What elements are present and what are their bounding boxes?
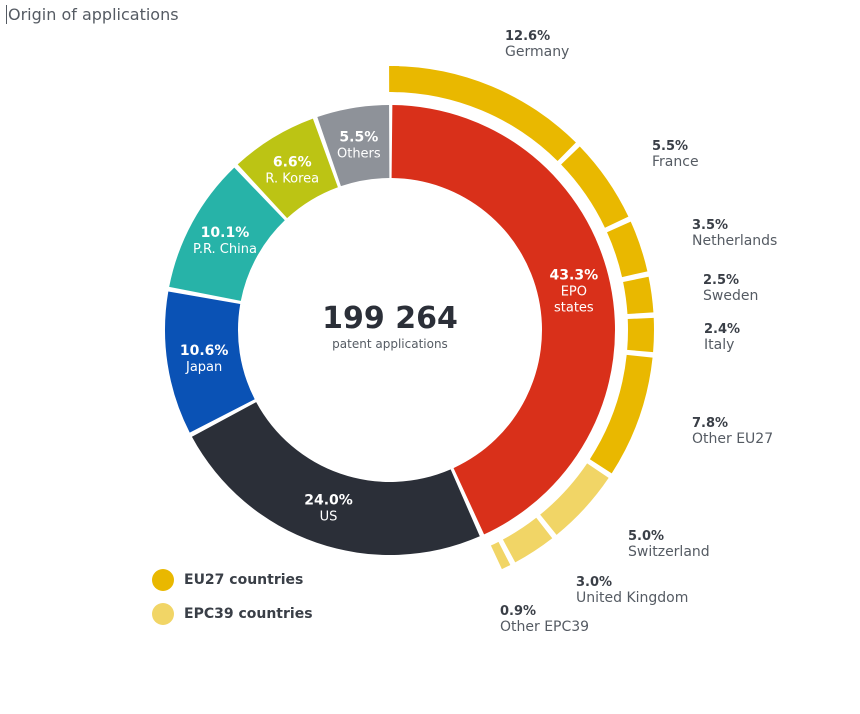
outer-name-label-france: France: [652, 154, 699, 170]
outer-slice-germany: [392, 66, 576, 162]
slice-us: [191, 402, 480, 555]
slice-others: [317, 105, 390, 187]
outer-slice-other-epc39: [490, 541, 511, 570]
slice-pct-label-p-r-china: 10.1%: [201, 225, 250, 241]
slice-pct-label-others: 5.5%: [339, 130, 378, 146]
outer-pct-label-sweden: 2.5%: [703, 273, 739, 288]
slice-name-label-others: Others: [337, 147, 381, 162]
outer-pct-label-switzerland: 5.0%: [628, 529, 664, 544]
outer-slice-netherlands: [607, 221, 648, 278]
outer-name-label-germany: Germany: [505, 44, 569, 60]
slice-epo-states: [391, 105, 616, 535]
outer-pct-label-united-kingdom: 3.0%: [576, 575, 612, 590]
outer-slice-switzerland: [540, 463, 609, 535]
legend-swatch-epc39: [152, 603, 174, 625]
outer-name-label-other-epc39: Other EPC39: [500, 619, 589, 635]
outer-name-label-switzerland: Switzerland: [628, 544, 710, 560]
outer-pct-label-other-eu27: 7.8%: [692, 416, 728, 431]
legend-swatch-eu27: [152, 569, 174, 591]
outer-name-label-other-eu27: Other EU27: [692, 431, 773, 447]
outer-pct-label-germany: 12.6%: [505, 29, 550, 44]
outer-name-label-netherlands: Netherlands: [692, 233, 777, 249]
slice-r-korea: [237, 118, 338, 219]
outer-slice-other-eu27: [589, 354, 653, 474]
slice-name-label-epo-states: EPO: [561, 285, 587, 300]
outer-pct-label-france: 5.5%: [652, 139, 688, 154]
outer-pct-label-netherlands: 3.5%: [692, 218, 728, 233]
slice-pct-label-r-korea: 6.6%: [273, 154, 312, 170]
outer-pct-label-other-epc39: 0.9%: [500, 604, 536, 619]
center-label: patent applications: [332, 337, 448, 351]
slice-name-label-r-korea: R. Korea: [265, 171, 319, 186]
outer-ring-start-cap: [389, 66, 400, 93]
outer-slice-united-kingdom: [502, 517, 553, 563]
slice-p-r-china: [169, 167, 285, 301]
legend-label-epc39: EPC39 countries: [184, 606, 313, 622]
legend-item-epc39: EPC39 countries: [152, 597, 313, 631]
legend-item-eu27: EU27 countries: [152, 563, 313, 597]
slice-pct-label-us: 24.0%: [304, 493, 353, 509]
slice-name-label-p-r-china: P.R. China: [193, 242, 257, 257]
outer-slice-sweden: [623, 276, 654, 315]
slice-pct-label-epo-states: 43.3%: [550, 268, 599, 284]
outer-name-label-united-kingdom: United Kingdom: [576, 590, 688, 606]
outer-name-label-italy: Italy: [704, 337, 734, 353]
page-title: Origin of applications: [6, 5, 179, 24]
outer-pct-label-italy: 2.4%: [704, 322, 740, 337]
slice-japan: [165, 291, 255, 433]
slice-name-label-japan: Japan: [185, 360, 222, 375]
center-value: 199 264: [322, 301, 458, 336]
outer-name-label-sweden: Sweden: [703, 288, 758, 304]
slice-name-label-epo-states: states: [554, 301, 594, 316]
outer-slice-italy: [627, 317, 654, 353]
legend: EU27 countries EPC39 countries: [152, 563, 313, 631]
slice-name-label-us: US: [320, 510, 338, 525]
legend-label-eu27: EU27 countries: [184, 572, 304, 588]
outer-slice-france: [561, 146, 629, 228]
slice-pct-label-japan: 10.6%: [180, 343, 229, 359]
